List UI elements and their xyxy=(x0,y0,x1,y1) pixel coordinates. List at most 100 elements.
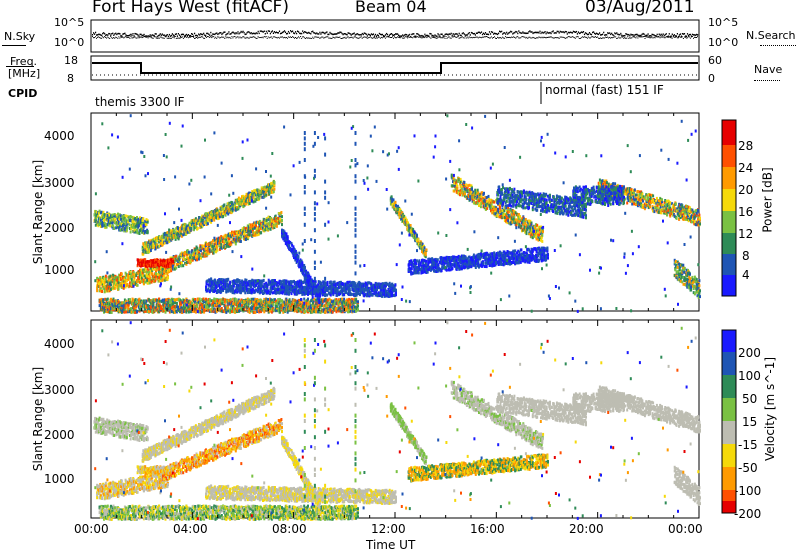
nsearch-point xyxy=(146,37,147,38)
nsky-point xyxy=(360,34,361,36)
nsearch-point xyxy=(177,38,178,39)
nsearch-point xyxy=(244,37,245,38)
nsearch-point xyxy=(298,36,299,37)
nsearch-point xyxy=(110,36,111,37)
nsearch-point xyxy=(616,38,617,39)
nsearch-point xyxy=(403,38,404,39)
nsearch-point xyxy=(628,38,629,39)
nsearch-point xyxy=(570,37,571,38)
nsearch-point xyxy=(265,37,266,38)
nsearch-point xyxy=(620,37,621,38)
nsearch-point xyxy=(187,36,188,37)
nsearch-point xyxy=(456,37,457,38)
power-cell xyxy=(125,214,127,217)
nsearch-point xyxy=(428,36,429,37)
nsearch-point xyxy=(558,37,559,38)
nsearch-point xyxy=(283,37,284,38)
nsearch-point xyxy=(240,37,241,38)
nsearch-point xyxy=(246,38,247,39)
nsearch-point xyxy=(215,37,216,38)
nsky-point xyxy=(211,35,212,37)
nsky-point xyxy=(624,35,625,37)
nsearch-point xyxy=(522,36,523,37)
nsearch-point xyxy=(381,37,382,38)
nsearch-point xyxy=(289,37,290,38)
nsearch-point xyxy=(424,37,425,38)
nsearch-point xyxy=(169,38,170,39)
nsearch-point xyxy=(280,37,281,38)
power-colorbar xyxy=(722,120,736,296)
nsky-point xyxy=(651,35,652,37)
nsearch-point xyxy=(662,37,663,38)
nsearch-point xyxy=(263,37,264,38)
nsearch-point xyxy=(131,37,132,38)
nsky-point xyxy=(692,34,693,36)
power-cell xyxy=(171,310,173,313)
nsky-point xyxy=(272,30,273,32)
nsky-point xyxy=(109,33,110,35)
nsky-point xyxy=(379,33,380,35)
nsky-point xyxy=(144,34,145,36)
nsearch-point xyxy=(288,36,289,37)
nsearch-point xyxy=(666,36,667,37)
nsearch-point xyxy=(656,36,657,37)
nsearch-point xyxy=(116,37,117,38)
nsearch-point xyxy=(495,38,496,39)
nsky-point xyxy=(687,33,688,35)
nsky-point xyxy=(378,35,379,37)
nsearch-point xyxy=(250,37,251,38)
power-cell xyxy=(199,254,201,257)
nsearch-point xyxy=(375,38,376,39)
nsky-point xyxy=(680,33,681,35)
nsearch-point xyxy=(123,37,124,38)
nsearch-point xyxy=(143,37,144,38)
nsky-point xyxy=(576,31,577,33)
nsearch-point xyxy=(542,37,543,38)
nsearch-point xyxy=(635,37,636,38)
nsearch-point xyxy=(391,37,392,38)
power-cell xyxy=(223,203,225,206)
nsearch-point xyxy=(377,38,378,39)
nsearch-point xyxy=(650,37,651,38)
nsearch-point xyxy=(451,38,452,39)
nsearch-point xyxy=(539,37,540,38)
nsearch-point xyxy=(439,37,440,38)
nsky-point xyxy=(106,34,107,36)
nsearch-point xyxy=(454,36,455,37)
nsearch-point xyxy=(561,37,562,38)
nsky-point xyxy=(686,36,687,38)
nsearch-point xyxy=(294,38,295,39)
nsearch-point xyxy=(351,37,352,38)
nsearch-point xyxy=(536,37,537,38)
nsearch-point xyxy=(111,37,112,38)
nsearch-point xyxy=(230,38,231,39)
nsky-point xyxy=(194,33,195,35)
nsky-point xyxy=(430,33,431,35)
nsearch-point xyxy=(339,37,340,38)
power-cell xyxy=(173,230,175,233)
nsky-point xyxy=(653,34,654,36)
nsearch-point xyxy=(154,36,155,37)
nsearch-point xyxy=(271,36,272,37)
nsky-point xyxy=(429,33,430,35)
nsearch-point xyxy=(232,37,233,38)
nsearch-point xyxy=(347,37,348,38)
nsky-point xyxy=(470,34,471,36)
nsearch-point xyxy=(135,37,136,38)
nsearch-point xyxy=(567,37,568,38)
nsky-point xyxy=(310,33,311,35)
nsearch-point xyxy=(447,38,448,39)
nsearch-point xyxy=(606,37,607,38)
nsearch-point xyxy=(233,36,234,37)
nsearch-point xyxy=(442,37,443,38)
nsearch-point xyxy=(563,37,564,38)
nsky-point xyxy=(492,32,493,33)
nsearch-point xyxy=(425,36,426,37)
nsearch-point xyxy=(272,38,273,39)
power-cell xyxy=(152,303,154,306)
power-cell xyxy=(136,310,138,313)
nsky-point xyxy=(266,31,267,33)
nsearch-point xyxy=(399,37,400,38)
power-cell xyxy=(118,288,120,291)
nsky-point xyxy=(527,33,528,35)
